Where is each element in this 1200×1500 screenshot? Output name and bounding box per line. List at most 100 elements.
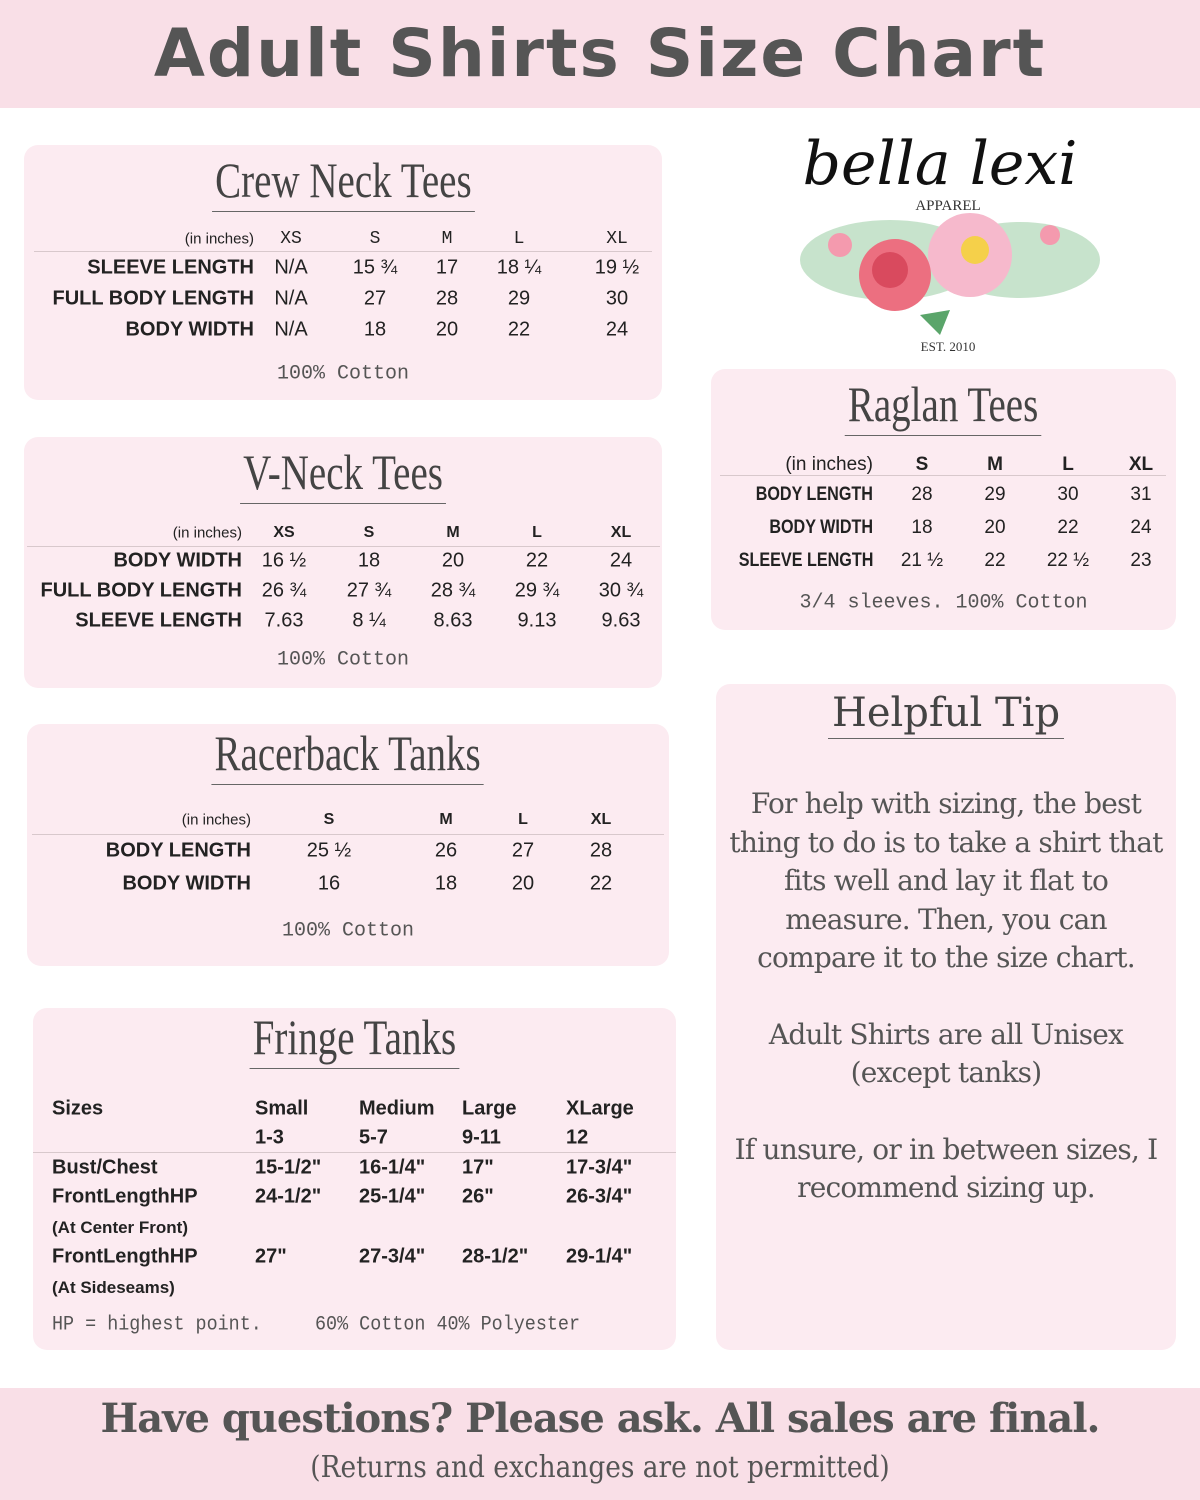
crew-neck-card: Crew Neck Tees (in inches) XS S M L XL SLEEVE L… — [24, 145, 662, 400]
row-label: FrontLengthHP — [52, 1185, 198, 1208]
fabric-note: 100% Cotton — [281, 919, 415, 943]
raglan-card: Raglan Tees (in inches) S M L XL BODY LENGTH 28… — [711, 369, 1176, 630]
size-header: S — [369, 229, 381, 249]
table-cell: 24 — [609, 549, 633, 572]
table-cell: 27-3/4" — [359, 1245, 426, 1268]
size-header: XS — [280, 229, 302, 249]
footer-question: Have questions? Please ask. All sales ar… — [100, 1395, 1101, 1442]
header-divider — [33, 1152, 676, 1153]
size-header: M — [439, 811, 453, 828]
header-divider — [34, 251, 652, 252]
table-cell: 30 — [1057, 484, 1079, 505]
table-cell: 7.63 — [264, 609, 304, 632]
unit-label: (in inches) — [785, 454, 873, 475]
table-cell: 16 — [317, 872, 341, 895]
card-title: Crew Neck Tees — [211, 151, 475, 212]
row-label: FrontLengthHP — [52, 1245, 198, 1268]
table-cell: 25-1/4" — [359, 1185, 426, 1208]
table-cell: 29 ¾ — [514, 579, 560, 602]
table-cell: 23 — [1130, 550, 1152, 571]
fringe-card: Fringe Tanks Sizes Small 1-3 Medium 5-7 Large 9… — [33, 1008, 676, 1350]
row-label: FULL BODY LENGTH — [52, 287, 254, 310]
table-cell: 18 — [357, 549, 381, 572]
table-cell: 22 — [1057, 517, 1079, 538]
table-cell: 18 — [434, 872, 458, 895]
table-cell: 22 — [984, 550, 1006, 571]
header-divider — [27, 546, 660, 547]
size-range: 5-7 — [359, 1126, 388, 1149]
table-cell: 17 — [435, 256, 459, 279]
table-cell: 20 — [511, 872, 535, 895]
row-label: BODY WIDTH — [122, 872, 251, 895]
table-cell: N/A — [274, 318, 308, 341]
header-banner: Adult Shirts Size Chart — [0, 0, 1200, 108]
table-cell: 29-1/4" — [566, 1245, 633, 1268]
card-title-row: Fringe Tanks — [33, 1008, 676, 1069]
tip-paragraph: For help with sizing, the best thing to … — [729, 787, 1163, 974]
svg-text:APPAREL: APPAREL — [915, 198, 980, 214]
size-header: M — [987, 454, 1003, 475]
table-cell: 28 — [589, 839, 613, 862]
size-header: S — [363, 524, 375, 541]
table-cell: N/A — [274, 256, 308, 279]
table-cell: 22 — [525, 549, 549, 572]
row-label: BODY LENGTH — [105, 839, 251, 862]
row-sublabel: (At Center Front) — [52, 1218, 188, 1237]
card-title: Fringe Tanks — [249, 1008, 460, 1069]
footer-banner: Have questions? Please ask. All sales ar… — [0, 1388, 1200, 1500]
table-cell: 20 — [441, 549, 465, 572]
size-header: XS — [273, 524, 295, 541]
table-cell: 19 ½ — [594, 256, 640, 279]
size-header: XL — [606, 229, 628, 249]
footer-returns: (Returns and exchanges are not permitted… — [310, 1450, 890, 1485]
row-label: FULL BODY LENGTH — [40, 579, 242, 602]
size-header: XL — [1128, 454, 1154, 475]
size-name: Small — [255, 1097, 309, 1120]
table-cell: 28-1/2" — [462, 1245, 529, 1268]
tip-title: Helpful Tip — [827, 690, 1065, 739]
table-cell: 27 ¾ — [346, 579, 392, 602]
footnote: HP = highest point. — [52, 1313, 262, 1337]
table-cell: 24-1/2" — [255, 1185, 322, 1208]
fabric-note: 100% Cotton — [276, 362, 410, 386]
table-cell: 16 ½ — [261, 549, 307, 572]
helpful-tip-card: Helpful Tip For help with sizing, the be… — [716, 684, 1176, 1350]
size-range: 9-11 — [462, 1126, 501, 1149]
card-title-row: V-Neck Tees — [24, 443, 662, 504]
size-header: S — [915, 454, 929, 475]
size-header: XL — [590, 811, 612, 828]
size-header: L — [532, 524, 542, 541]
size-range: 12 — [566, 1126, 589, 1149]
brand-logo: bella lexi APPAREL EST. 2010 — [770, 110, 1110, 360]
table-cell: 15 ¾ — [352, 256, 398, 279]
table-cell: 24 — [605, 318, 629, 341]
svg-text:bella lexi: bella lexi — [803, 129, 1078, 199]
racerback-card: Racerback Tanks (in inches) S M L XL BODY LENG… — [27, 724, 669, 966]
table-cell: 30 — [605, 287, 629, 310]
size-header: L — [518, 811, 528, 828]
header-divider — [32, 834, 664, 835]
svg-text:EST. 2010: EST. 2010 — [921, 339, 976, 354]
table-cell: 16-1/4" — [359, 1156, 426, 1179]
table-cell: 26" — [462, 1185, 494, 1208]
table-cell: 28 — [435, 287, 459, 310]
table-cell: 21 ½ — [900, 550, 944, 571]
table-cell: 22 — [507, 318, 531, 341]
table-cell: 26 ¾ — [261, 579, 307, 602]
size-name: Large — [462, 1097, 517, 1120]
page-title: Adult Shirts Size Chart — [153, 15, 1047, 92]
table-cell: 31 — [1130, 484, 1152, 505]
size-name: Medium — [359, 1097, 435, 1120]
table-cell: 9.63 — [601, 609, 641, 632]
table-cell: 17-3/4" — [566, 1156, 633, 1179]
row-label: SLEEVE LENGTH — [738, 550, 873, 571]
table-cell: 8 ¼ — [352, 609, 386, 632]
tip-paragraph: If unsure, or in between sizes, I recomm… — [734, 1132, 1159, 1205]
size-range: 1-3 — [255, 1126, 284, 1149]
table-cell: 27 — [363, 287, 387, 310]
table-cell: 27 — [511, 839, 535, 862]
unit-label: (in inches) — [184, 230, 254, 248]
size-header: XL — [610, 524, 632, 541]
table-cell: 18 ¼ — [496, 256, 542, 279]
unit-label: (in inches) — [172, 524, 242, 542]
